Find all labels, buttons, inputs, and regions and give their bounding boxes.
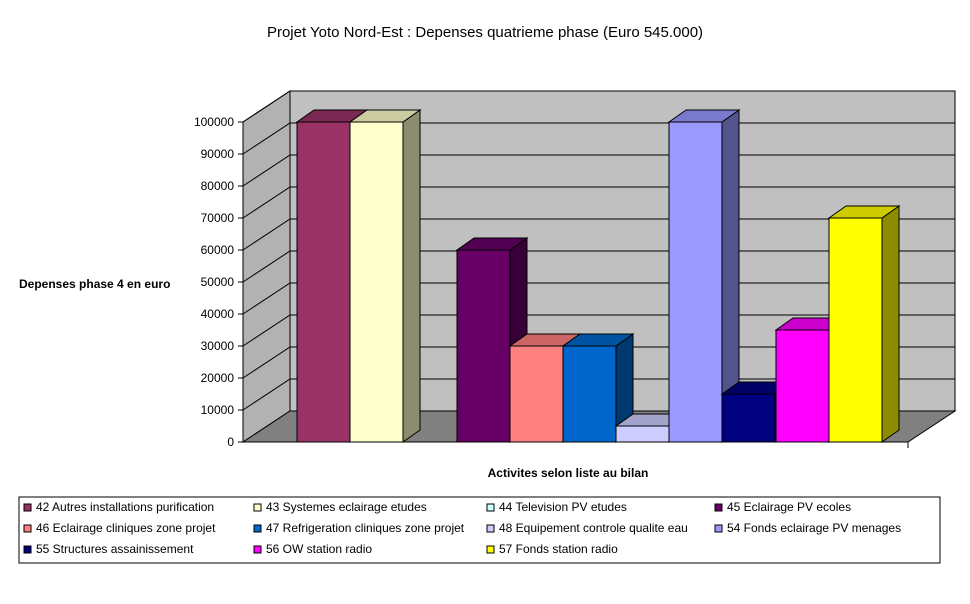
x-axis-title: Activites selon liste au bilan: [488, 466, 649, 480]
y-tick-label: 10000: [201, 403, 235, 417]
bar-front: [509, 345, 564, 443]
legend-swatch: [23, 503, 32, 512]
legend-label: 48 Equipement controle qualite eau: [499, 521, 688, 535]
legend: 42 Autres installations purification 43 S…: [18, 496, 941, 564]
bar-front: [562, 345, 617, 443]
legend-label: 55 Structures assainissement: [36, 542, 194, 556]
bar-front: [668, 121, 723, 443]
legend-swatch: [714, 524, 723, 533]
legend-swatch: [253, 524, 262, 533]
legend-label: 46 Eclairage cliniques zone projet: [36, 521, 216, 535]
y-tick-label: 50000: [201, 275, 235, 289]
bar-front: [456, 249, 511, 443]
legend-swatch: [486, 503, 495, 512]
bar-front: [296, 121, 351, 443]
y-axis-title: Depenses phase 4 en euro: [19, 277, 170, 291]
y-tick-label: 60000: [201, 243, 235, 257]
legend-box: [18, 496, 941, 564]
bar-side: [881, 205, 900, 443]
bar-front: [828, 217, 883, 443]
legend-label: 45 Eclairage PV ecoles: [727, 500, 851, 514]
legend-label: 56 OW station radio: [266, 542, 372, 556]
bar: [561, 333, 635, 443]
y-tick-label: 40000: [201, 307, 235, 321]
legend-swatch: [23, 545, 32, 554]
legend-swatch: [253, 545, 262, 554]
legend-swatch: [23, 524, 32, 533]
legend-label: 54 Fonds eclairage PV menages: [727, 521, 901, 535]
gridline: [242, 90, 955, 123]
bar-front: [775, 329, 830, 443]
bar-front: [615, 425, 670, 443]
bar: [827, 205, 901, 443]
y-tick-label: 0: [227, 435, 234, 449]
y-tick-label: 70000: [201, 211, 235, 225]
legend-swatch: [486, 545, 495, 554]
legend-swatch: [714, 503, 723, 512]
y-tick-label: 80000: [201, 179, 235, 193]
bars: [295, 109, 901, 443]
legend-swatch: [253, 503, 262, 512]
legend-label: 42 Autres installations purification: [36, 500, 214, 514]
bar-side: [402, 109, 421, 443]
bar-front: [721, 393, 776, 443]
legend-label: 44 Television PV etudes: [499, 500, 627, 514]
y-tick-label: 90000: [201, 147, 235, 161]
legend-label: 47 Refrigeration cliniques zone projet: [266, 521, 465, 535]
bar: [667, 109, 741, 443]
legend-label: 57 Fonds station radio: [499, 542, 618, 556]
legend-label: 43 Systemes eclairage etudes: [266, 500, 427, 514]
legend-swatch: [486, 524, 495, 533]
bar-front: [349, 121, 404, 443]
y-tick-label: 100000: [194, 115, 234, 129]
y-tick-label: 30000: [201, 339, 235, 353]
bar: [348, 109, 422, 443]
chart-title: Projet Yoto Nord-Est : Depenses quatriem…: [267, 24, 703, 41]
y-tick-label: 20000: [201, 371, 235, 385]
